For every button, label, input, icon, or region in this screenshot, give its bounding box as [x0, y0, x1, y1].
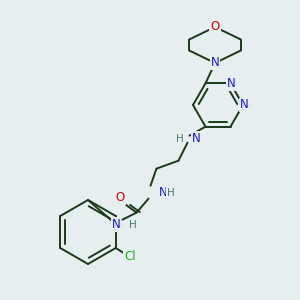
Text: Cl: Cl [124, 250, 136, 262]
Text: N: N [211, 56, 219, 70]
Text: H: H [167, 188, 174, 198]
Text: O: O [116, 191, 125, 204]
Text: N: N [227, 77, 236, 90]
Text: N: N [240, 98, 248, 112]
Text: N: N [191, 132, 200, 145]
Text: H: H [176, 134, 184, 144]
Text: N: N [158, 186, 167, 199]
Text: H: H [128, 220, 136, 230]
Text: O: O [210, 20, 220, 34]
Text: N: N [112, 218, 121, 231]
